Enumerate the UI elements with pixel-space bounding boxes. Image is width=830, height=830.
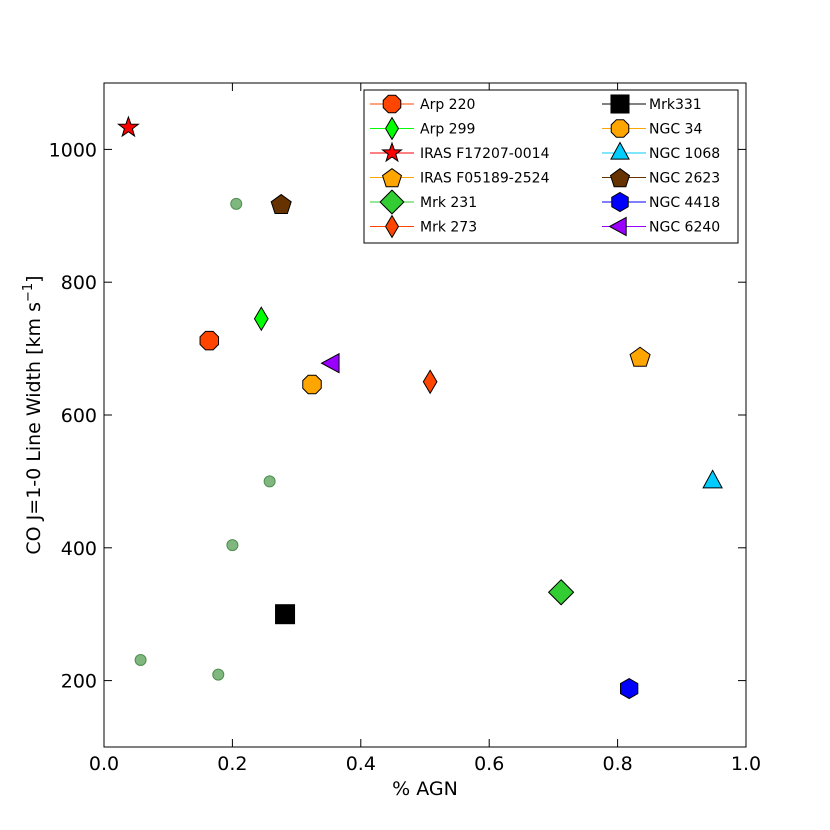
legend-marker-arp-220 [382,94,402,114]
legend-label: Mrk 231 [420,195,477,211]
y-axis-label-exponent: −1 [21,283,36,302]
y-tick-label: 200 [61,671,97,693]
legend-label: IRAS F05189-2524 [420,171,550,187]
legend-marker-ngc-34 [610,119,630,138]
y-tick-label: 600 [61,405,97,427]
legend-marker-arp-299 [384,116,400,141]
data-point-arp-299 [253,306,269,332]
data-point-iras-f17207-0014 [116,115,140,138]
legend-entry-ngc-6240: NGC 6240 [602,216,720,237]
legend-label: Mrk 273 [420,220,477,236]
legend-label: NGC 34 [649,122,702,138]
data-point-iras-f05189-2524 [629,346,651,367]
data-point-mrk331 [275,604,296,625]
legend-entry-arp-299: Arp 299 [370,116,475,141]
y-tick-label: 800 [61,272,97,294]
legend-entry-ngc-4418: NGC 4418 [602,191,720,213]
data-point-ngc-4418 [620,677,639,700]
x-axis-label: % AGN [392,778,458,800]
legend-marker-iras-f05189-2524 [381,168,403,188]
legend-entry-iras-f05189-2524: IRAS F05189-2524 [370,168,550,188]
legend-marker-ngc-6240 [608,216,627,237]
legend-marker-ngc-4418 [611,191,629,213]
x-tick-label: 0.0 [89,753,119,775]
legend-label: IRAS F17207-0014 [420,146,550,162]
y-tick-label: 1000 [49,139,97,161]
data-point-mrk-273 [422,369,438,395]
axis-ticks: 0.0 0.2 0.4 0.6 0.8 1.0 200 400 600 800 1000 [49,83,761,775]
background-point [263,475,276,488]
data-point-mrk-231 [547,579,575,606]
legend-label: Mrk331 [649,97,702,113]
legend-marker-mrk-273 [384,214,400,239]
legend-marker-iras-f17207-0014 [381,141,403,163]
legend-marker-mrk-231 [379,189,405,215]
legend-label: Arp 220 [420,97,475,113]
x-tick-label: 0.6 [474,753,504,775]
legend-entry-iras-f17207-0014: IRAS F17207-0014 [370,141,550,163]
legend-box [363,89,739,244]
legend-entry-mrk-273: Mrk 273 [370,214,477,239]
background-point [226,539,239,552]
legend-marker-mrk331 [610,94,630,114]
x-tick-label: 0.4 [346,753,376,775]
legend-marker-ngc-1068 [610,141,630,160]
legend-entry-mrk331: Mrk331 [602,94,702,114]
legend-entry-ngc-1068: NGC 1068 [602,141,720,162]
x-tick-label: 0.8 [602,753,632,775]
legend-label: NGC 4418 [649,195,720,211]
y-axis-label: CO J=1-0 Line Width [km s−1] [21,275,45,554]
legend-label: NGC 1068 [649,146,720,162]
data-point-arp-220 [199,330,220,351]
data-point-ngc-6240 [320,352,340,374]
x-tick-label: 0.2 [217,753,247,775]
y-axis-label-end: ] [23,275,45,282]
background-point [212,668,225,681]
legend-label: Arp 299 [420,122,475,138]
y-axis-label-main: CO J=1-0 Line Width [km s [23,302,45,555]
x-tick-label: 1.0 [731,753,761,775]
legend-entry-mrk-231: Mrk 231 [370,189,477,215]
legend-entry-ngc-34: NGC 34 [602,119,702,138]
legend: Arp 220 Arp 299 IRAS F17207-0014 IRAS F0518… [363,89,739,244]
background-point [230,197,243,210]
legend-label: NGC 2623 [649,171,720,187]
background-points [134,197,276,681]
data-point-ngc-1068 [702,469,723,489]
legend-label: NGC 6240 [649,220,720,236]
background-point [134,654,147,667]
y-tick-label: 400 [61,538,97,560]
legend-marker-ngc-2623 [609,168,631,188]
data-markers [116,115,723,700]
legend-entry-ngc-2623: NGC 2623 [602,168,720,188]
legend-entry-arp-220: Arp 220 [370,94,475,114]
data-point-ngc-34 [302,374,322,395]
data-point-ngc-2623 [270,193,292,215]
